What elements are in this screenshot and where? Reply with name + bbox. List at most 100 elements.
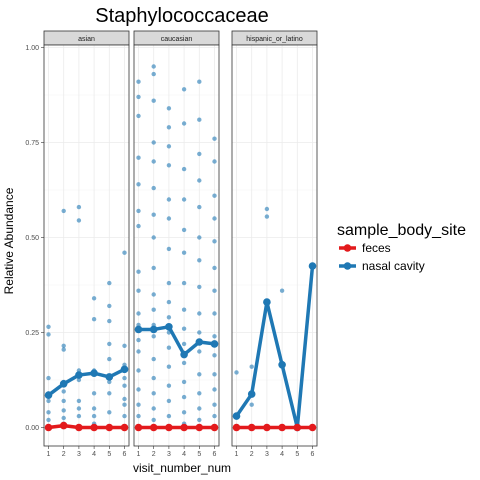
data-point (46, 398, 51, 404)
series-marker-nasal-cavity (120, 365, 129, 374)
data-point (181, 121, 187, 126)
data-point (76, 377, 82, 383)
series-marker-feces (59, 421, 68, 430)
data-point (212, 193, 217, 198)
x-tick-label: 2 (250, 451, 254, 458)
legend-label: nasal cavity (362, 259, 425, 273)
data-point (151, 417, 156, 423)
series-marker-nasal-cavity (210, 340, 219, 348)
x-tick-label: 3 (167, 451, 171, 458)
strip-label: caucasian (161, 36, 193, 43)
data-point (61, 408, 66, 413)
data-point (181, 326, 187, 331)
data-point (151, 391, 156, 396)
data-point (107, 318, 112, 324)
data-point (197, 117, 202, 122)
data-point (151, 292, 156, 297)
panel-border (231, 44, 318, 447)
data-point (264, 206, 270, 212)
series-marker-feces (247, 423, 256, 432)
data-point (136, 402, 141, 407)
data-point (166, 125, 172, 130)
data-point (249, 364, 254, 369)
data-point (151, 98, 156, 103)
data-point (279, 288, 285, 293)
series-marker-feces (195, 423, 204, 432)
data-point (61, 208, 66, 214)
data-point (197, 417, 202, 423)
data-point (136, 208, 141, 214)
data-point (166, 315, 172, 320)
data-point (61, 389, 66, 394)
series-marker-nasal-cavity (134, 325, 143, 334)
data-point (91, 296, 97, 301)
y-tick-label: 1.00 (25, 45, 39, 52)
data-point (197, 178, 202, 183)
data-point (136, 182, 141, 187)
data-point (197, 258, 202, 263)
x-tick-label: 1 (47, 451, 51, 458)
data-point (181, 166, 187, 172)
data-point (91, 317, 97, 322)
data-point (166, 364, 172, 369)
data-point (107, 303, 112, 309)
data-point (91, 413, 97, 419)
x-tick-label: 5 (107, 451, 111, 458)
data-point (212, 216, 217, 221)
data-point (197, 330, 202, 335)
series-marker-feces (263, 423, 271, 432)
data-point (136, 155, 141, 160)
data-point (166, 106, 172, 111)
data-point (136, 113, 141, 119)
data-point (136, 288, 141, 293)
series-marker-nasal-cavity (105, 373, 114, 381)
legend-title: sample_body_site (337, 222, 466, 239)
data-point (181, 410, 187, 415)
panel-background (44, 45, 129, 446)
x-tick-label: 1 (137, 451, 141, 458)
data-point (166, 413, 172, 419)
data-point (46, 332, 51, 337)
data-point (197, 391, 202, 396)
data-point (197, 204, 202, 210)
x-tick-label: 2 (62, 451, 66, 458)
data-point (181, 379, 187, 385)
data-point (61, 347, 66, 352)
data-point (107, 341, 112, 347)
data-point (107, 356, 112, 362)
y-tick-label: 0.75 (25, 140, 39, 147)
data-point (122, 250, 127, 255)
series-marker-nasal-cavity (195, 338, 204, 346)
series-marker-feces (210, 423, 219, 432)
series-marker-feces (75, 423, 83, 432)
data-point (212, 353, 217, 358)
data-point (166, 345, 172, 350)
data-point (264, 214, 270, 219)
x-tick-label: 3 (265, 451, 269, 458)
y-axis-title: Relative Abundance (2, 187, 16, 294)
series-line-nasal-cavity (234, 264, 315, 430)
data-point (212, 136, 217, 141)
x-tick-label: 5 (197, 451, 201, 458)
data-point (151, 406, 156, 411)
x-tick-label: 1 (235, 451, 239, 458)
series-marker-feces (165, 423, 173, 432)
legend: sample_body_site feces nasal cavity (337, 222, 466, 273)
data-point (107, 410, 112, 415)
x-tick-label: 4 (92, 451, 96, 458)
data-point (181, 227, 187, 233)
y-tick-label: 0.00 (25, 425, 39, 432)
data-point (151, 307, 156, 312)
data-point (151, 185, 156, 191)
data-point (212, 265, 217, 271)
facet-panel-asian: asian 1 2 3 4 5 6 (43, 30, 130, 458)
data-point (107, 280, 112, 286)
series-marker-feces (105, 423, 114, 432)
series-marker-feces (180, 423, 188, 432)
data-point (212, 372, 217, 377)
data-point (166, 280, 172, 286)
series-marker-feces (293, 423, 302, 432)
data-point (181, 197, 187, 202)
data-point (212, 311, 217, 316)
data-point (107, 379, 112, 385)
